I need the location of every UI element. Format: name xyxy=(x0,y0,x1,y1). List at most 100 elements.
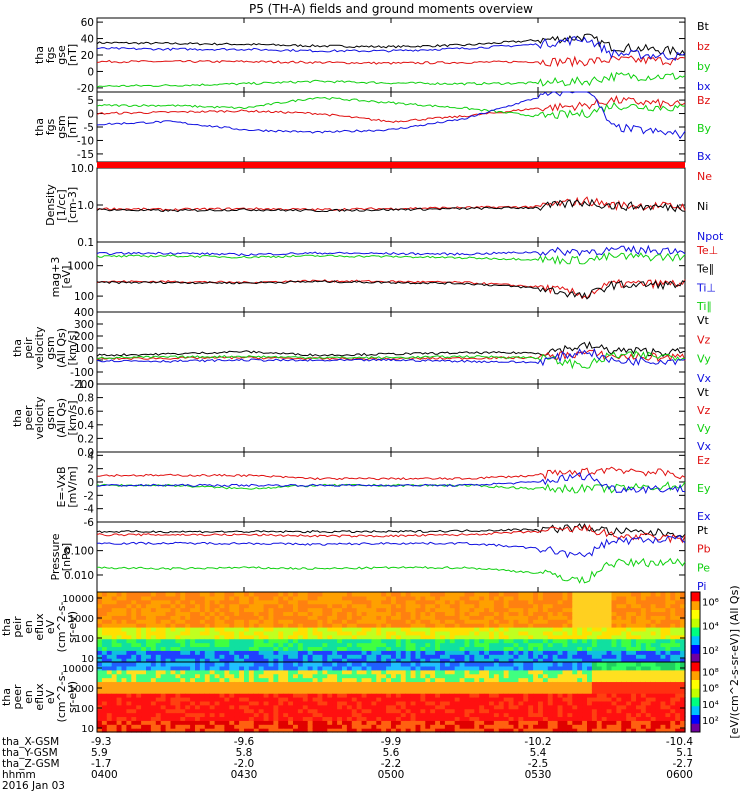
spectrogram-cell xyxy=(351,724,358,729)
spectrogram-cell xyxy=(489,693,495,698)
spectrogram-cell xyxy=(645,638,652,644)
spectrogram-cell xyxy=(337,673,343,679)
spectrogram-cell xyxy=(464,611,470,616)
spectrogram-cell xyxy=(650,673,657,679)
spectrogram-cell xyxy=(459,642,466,648)
y-tick-label: 1.0 xyxy=(77,200,94,212)
spectrogram-cell xyxy=(645,697,652,702)
spectrogram-cell xyxy=(342,662,348,667)
spectrogram-cell xyxy=(165,697,172,702)
spectrogram-cell xyxy=(680,697,686,702)
spectrogram-cell xyxy=(645,662,652,667)
spectrogram-cell xyxy=(288,728,294,733)
spectrogram-cell xyxy=(371,619,377,624)
spectrogram-cell xyxy=(332,611,338,616)
y-axis-label-line: sr-eV) xyxy=(66,681,79,713)
spectrogram-cell xyxy=(582,607,588,613)
spectrogram-cell xyxy=(513,697,519,702)
spectrogram-cell xyxy=(542,685,549,690)
spectrogram-cell xyxy=(244,708,250,714)
spectrogram-cell xyxy=(346,669,353,675)
spectrogram-cell xyxy=(503,595,510,601)
spectrogram-cell xyxy=(214,650,221,655)
spectrogram-cell xyxy=(611,623,617,628)
spectrogram-cell xyxy=(562,720,568,725)
spectrogram-cell xyxy=(195,619,201,624)
spectrogram-cell xyxy=(268,716,274,721)
spectrogram-cell xyxy=(621,658,627,663)
spectrogram-cell xyxy=(430,716,436,721)
spectrogram-cell xyxy=(552,720,559,725)
spectrogram-cell xyxy=(508,716,515,721)
spectrogram-cell xyxy=(165,677,172,683)
spectrogram-cell xyxy=(469,685,475,690)
spectrogram-cell xyxy=(572,685,578,690)
spectrogram-cell xyxy=(366,603,372,609)
spectrogram-cell xyxy=(327,689,333,694)
spectrogram-cell xyxy=(449,646,456,651)
spectrogram-cell xyxy=(675,611,681,616)
spectrogram-cell xyxy=(459,599,466,605)
spectrogram-cell xyxy=(538,654,544,659)
spectrogram-cell xyxy=(557,595,564,601)
spectrogram-cell xyxy=(454,669,461,675)
spectrogram-cell xyxy=(317,638,323,644)
spectrogram-cell xyxy=(111,712,118,718)
spectrogram-cell xyxy=(195,673,201,679)
spectrogram-cell xyxy=(508,623,515,628)
spectrogram-cell xyxy=(307,708,314,714)
spectrogram-cell xyxy=(469,619,475,624)
spectrogram-cell xyxy=(101,662,108,667)
spectrogram-cell xyxy=(253,650,260,655)
spectrogram-cell xyxy=(253,677,260,683)
spectrogram-cell xyxy=(665,720,671,725)
spectrogram-cell xyxy=(611,673,617,679)
spectrogram-cell xyxy=(631,716,637,721)
spectrogram-cell xyxy=(342,689,348,694)
spectrogram-cell xyxy=(557,665,564,671)
spectrogram-cell xyxy=(288,658,294,663)
spectrogram-cell xyxy=(405,720,412,725)
spectrogram-cell xyxy=(351,681,358,686)
spectrogram-cell xyxy=(542,665,549,671)
spectrogram-cell xyxy=(601,720,608,725)
spectrogram-cell xyxy=(317,662,323,667)
spectrogram-cell xyxy=(430,677,436,683)
spectrogram-cell xyxy=(645,619,652,624)
spectrogram-cell xyxy=(146,642,152,648)
spectrogram-cell xyxy=(214,619,221,624)
spectrogram-cell xyxy=(273,611,279,616)
spectrogram-cell xyxy=(317,728,323,733)
spectrogram-cell xyxy=(547,623,554,628)
spectrogram-cell xyxy=(371,611,377,616)
spectrogram-cell xyxy=(655,689,662,694)
spectrogram-cell xyxy=(621,646,627,651)
spectrogram-cell xyxy=(498,673,505,679)
spectrogram-cell xyxy=(547,650,554,655)
spectrogram-cell xyxy=(317,689,323,694)
spectrogram-cell xyxy=(567,611,573,616)
spectrogram-cell xyxy=(587,658,593,663)
spectrogram-cell xyxy=(386,607,392,613)
spectrogram-cell xyxy=(371,607,377,613)
spectrogram-cell xyxy=(371,646,377,651)
spectrogram-cell xyxy=(136,708,142,714)
spectrogram-cell xyxy=(371,677,377,683)
spectrogram-cell xyxy=(660,669,666,675)
spectrogram-cell xyxy=(508,704,515,710)
y-tick-label: 400 xyxy=(74,307,94,319)
spectrogram-cell xyxy=(410,630,417,636)
spectrogram-cell xyxy=(342,654,348,659)
spectrogram-cell xyxy=(170,728,176,733)
legend-Vz: Vz xyxy=(697,404,711,417)
spectrogram-cell xyxy=(97,642,103,648)
spectrogram-cell xyxy=(97,724,103,729)
spectrogram-cell xyxy=(97,634,103,640)
spectrogram-cell xyxy=(136,720,142,725)
spectrogram-cell xyxy=(655,615,662,620)
spectrogram-cell xyxy=(175,611,181,616)
spectrogram-cell xyxy=(180,697,186,702)
spectrogram-cell xyxy=(386,720,392,725)
spectrogram-cell xyxy=(346,642,353,648)
spectrogram-cell xyxy=(185,658,191,663)
